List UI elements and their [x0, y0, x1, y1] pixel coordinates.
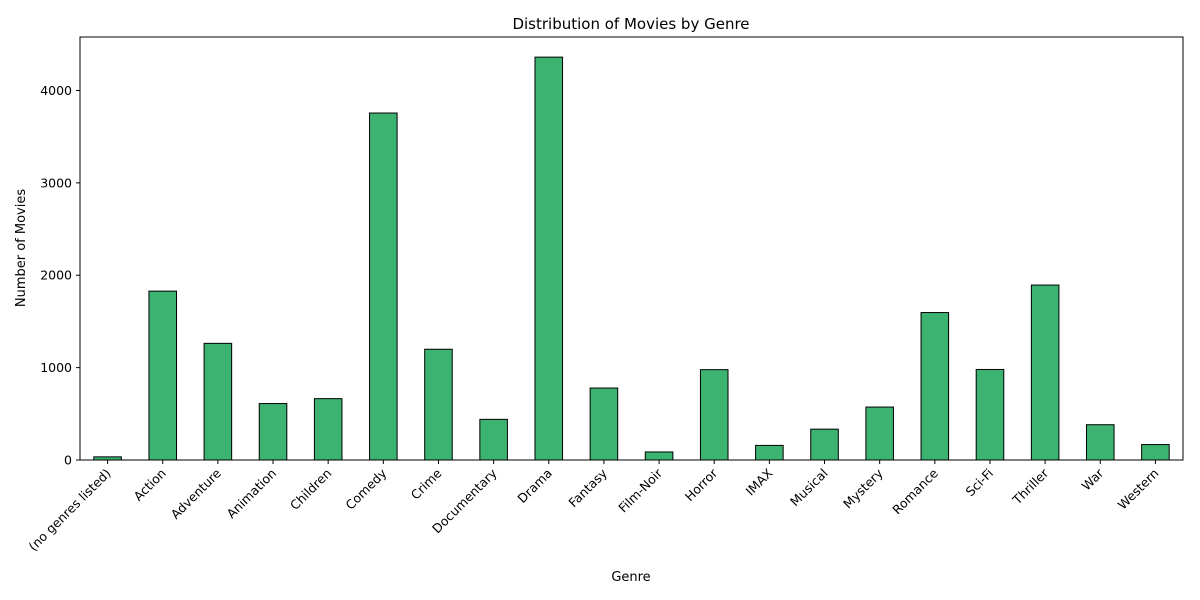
- x-tick-label: Action: [131, 466, 169, 504]
- bar-war: [1085, 424, 1115, 461]
- y-axis-label: Number of Movies: [14, 189, 29, 307]
- y-axis-ticks: 0 1000 2000 3000 4000: [40, 83, 80, 468]
- bar-animation: [258, 403, 288, 461]
- x-tick-label: (no genres listed): [25, 466, 113, 554]
- bar-mystery: [865, 406, 894, 461]
- bar-comedy: [369, 112, 398, 461]
- y-tick-label: 3000: [40, 175, 72, 190]
- bar-drama: [534, 56, 564, 461]
- y-tick-label: 4000: [40, 83, 72, 98]
- x-tick-label: War: [1079, 465, 1107, 493]
- x-tick-label: IMAX: [743, 465, 776, 498]
- y-tick-label: 0: [64, 453, 72, 468]
- bar-western: [1141, 444, 1170, 461]
- bar-action: [148, 290, 178, 461]
- x-tick-label: Mystery: [840, 465, 886, 511]
- bar-adventure: [203, 342, 233, 461]
- plot-frame: [79, 36, 1184, 461]
- x-tick-label: Film-Noir: [615, 465, 665, 515]
- x-axis-label: Genre: [611, 570, 650, 585]
- x-tick-label: Drama: [514, 466, 554, 506]
- x-tick-label: Sci-Fi: [962, 466, 996, 500]
- bar-children: [313, 398, 343, 461]
- bar-thriller: [1030, 284, 1060, 461]
- bar-romance: [920, 312, 950, 461]
- x-tick-label: Crime: [408, 465, 445, 502]
- bar-fantasy: [589, 387, 619, 461]
- x-tick-label: Western: [1115, 466, 1162, 513]
- bar-crime: [424, 348, 453, 461]
- y-tick-label: 1000: [40, 360, 72, 375]
- chart-title: Distribution of Movies by Genre: [512, 15, 749, 33]
- x-tick-label: Thriller: [1009, 465, 1052, 508]
- x-tick-label: Musical: [787, 466, 831, 510]
- x-tick-label: Comedy: [342, 465, 390, 513]
- bar-musical: [810, 428, 839, 461]
- x-tick-label: Horror: [682, 465, 721, 504]
- x-tick-label: Fantasy: [565, 465, 610, 510]
- bar-imax: [755, 444, 784, 461]
- x-tick-label: Animation: [223, 466, 279, 522]
- bar-documentary: [479, 418, 508, 461]
- x-tick-label: Adventure: [168, 465, 225, 522]
- x-tick-label: Children: [287, 466, 334, 513]
- x-tick-label: Romance: [889, 465, 941, 517]
- bars-group: [93, 56, 1170, 461]
- bar-film-noir: [644, 451, 674, 461]
- bar-sci-fi: [975, 368, 1005, 461]
- y-tick-label: 2000: [40, 268, 72, 283]
- bar-horror: [699, 369, 729, 461]
